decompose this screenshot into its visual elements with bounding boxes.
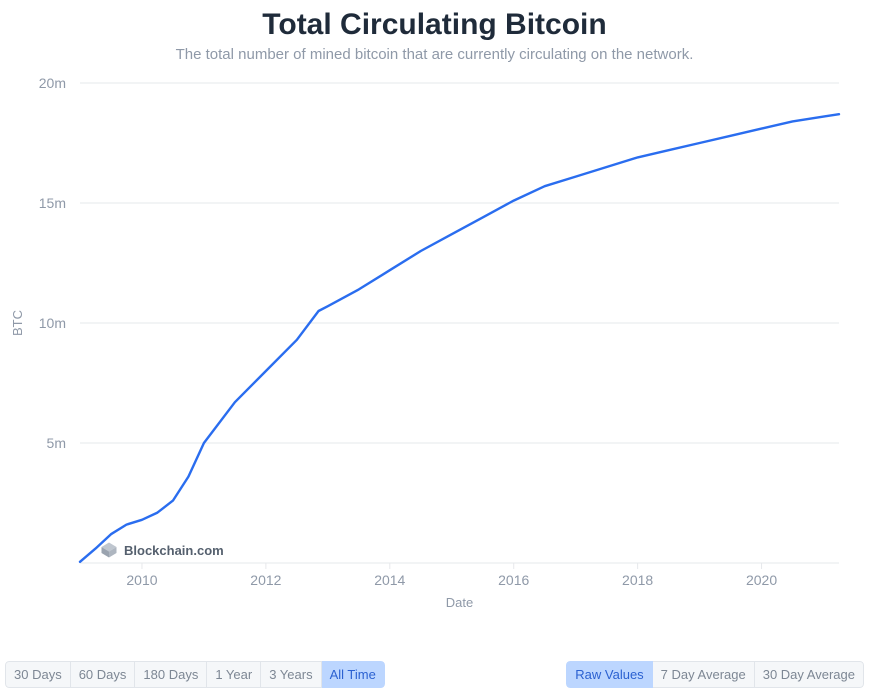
y-tick-label: 20m bbox=[39, 75, 66, 91]
chart-title: Total Circulating Bitcoin bbox=[0, 0, 869, 42]
controls-row: 30 Days60 Days180 Days1 Year3 YearsAll T… bbox=[5, 661, 864, 688]
smoothing-option[interactable]: 7 Day Average bbox=[653, 661, 755, 688]
x-tick-label: 2018 bbox=[622, 572, 653, 588]
chart-container: 5m 10m 15m 20m 2010 2012 2014 2016 2018 2020 Date B… bbox=[0, 63, 869, 623]
x-tick-label: 2010 bbox=[126, 572, 157, 588]
line-chart: 5m 10m 15m 20m 2010 2012 2014 2016 2018 2020 Date B… bbox=[0, 63, 869, 623]
y-tick-label: 10m bbox=[39, 315, 66, 331]
smoothing-group: Raw Values7 Day Average30 Day Average bbox=[566, 661, 864, 688]
smoothing-option[interactable]: 30 Day Average bbox=[755, 661, 864, 688]
x-axis-label: Date bbox=[446, 595, 473, 610]
time-range-group: 30 Days60 Days180 Days1 Year3 YearsAll T… bbox=[5, 661, 385, 688]
time-range-option[interactable]: 180 Days bbox=[135, 661, 207, 688]
x-tick-label: 2014 bbox=[374, 572, 405, 588]
time-range-option[interactable]: 1 Year bbox=[207, 661, 261, 688]
smoothing-option[interactable]: Raw Values bbox=[566, 661, 652, 688]
y-axis-label: BTC bbox=[10, 310, 25, 336]
x-tick-label: 2020 bbox=[746, 572, 777, 588]
y-tick-label: 5m bbox=[47, 435, 66, 451]
time-range-option[interactable]: All Time bbox=[322, 661, 385, 688]
chart-subtitle: The total number of mined bitcoin that a… bbox=[0, 46, 869, 63]
y-tick-label: 15m bbox=[39, 195, 66, 211]
x-tick-label: 2012 bbox=[250, 572, 281, 588]
time-range-option[interactable]: 60 Days bbox=[71, 661, 136, 688]
time-range-option[interactable]: 3 Years bbox=[261, 661, 321, 688]
x-tick-label: 2016 bbox=[498, 572, 529, 588]
time-range-option[interactable]: 30 Days bbox=[5, 661, 71, 688]
series-circulating-btc bbox=[80, 114, 839, 562]
